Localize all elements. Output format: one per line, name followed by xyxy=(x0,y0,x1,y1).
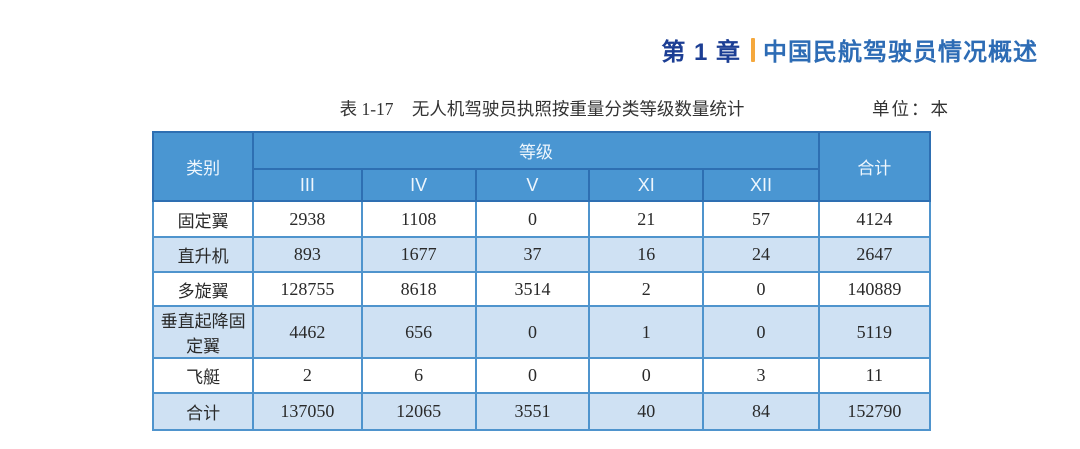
value-cell: 57 xyxy=(702,200,820,238)
row-label: 多旋翼 xyxy=(151,271,255,307)
value-cell: 4462 xyxy=(252,305,363,359)
value-cell: 4124 xyxy=(817,200,932,238)
header-cell-level-xi: XI xyxy=(588,168,705,202)
value-cell: 2 xyxy=(588,271,705,307)
value-cell: 3514 xyxy=(474,271,591,307)
header-cell-level-iii: III xyxy=(252,168,363,202)
value-cell: 128755 xyxy=(252,271,363,307)
chapter-heading: 第 1 章 中国民航驾驶员情况概述 xyxy=(661,32,1038,67)
value-cell: 3551 xyxy=(474,392,591,431)
value-cell: 37 xyxy=(474,236,591,273)
value-cell: 3 xyxy=(702,357,820,394)
value-cell: 0 xyxy=(702,305,820,359)
chapter-number: 第 1 章 xyxy=(661,39,741,66)
row-label: 固定翼 xyxy=(151,200,255,238)
value-cell: 893 xyxy=(252,236,363,273)
header-cell-level-group: 等级 xyxy=(252,131,820,170)
header-cell-level-v: V xyxy=(474,168,591,202)
value-cell: 0 xyxy=(474,305,591,359)
value-cell: 1 xyxy=(588,305,705,359)
row-label: 合计 xyxy=(151,392,255,431)
table-header: 类别 等级 合计 III IV V XI XII xyxy=(151,131,932,202)
header-cell-total: 合计 xyxy=(817,131,932,202)
table-row-fixed-wing: 固定翼 2938 1108 0 21 57 4124 xyxy=(151,200,932,238)
table-caption-label: 表 1-17 xyxy=(339,99,394,119)
header-cell-level-xii: XII xyxy=(702,168,820,202)
value-cell: 24 xyxy=(702,236,820,273)
value-cell: 8618 xyxy=(360,271,477,307)
value-cell: 2 xyxy=(252,357,363,394)
chapter-divider-bar xyxy=(751,37,755,62)
value-cell: 16 xyxy=(588,236,705,273)
value-cell: 1677 xyxy=(360,236,477,273)
value-cell: 2647 xyxy=(817,236,932,273)
table-caption: 表 1-17 无人机驾驶员执照按重量分类等级数量统计 单位：本 xyxy=(152,96,948,121)
table-row-multirotor: 多旋翼 128755 8618 3514 2 0 140889 xyxy=(151,271,932,307)
header-cell-level-iv: IV xyxy=(360,168,477,202)
value-cell: 0 xyxy=(474,357,591,394)
header-cell-category: 类别 xyxy=(151,131,255,202)
table-body: 固定翼 2938 1108 0 21 57 4124 直升机 893 1677 … xyxy=(151,200,932,431)
value-cell: 0 xyxy=(588,357,705,394)
value-cell: 84 xyxy=(702,392,820,431)
table-caption-unit: 单位：本 xyxy=(872,99,950,119)
value-cell: 21 xyxy=(588,200,705,238)
value-cell: 140889 xyxy=(817,271,932,307)
value-cell: 656 xyxy=(360,305,477,359)
value-cell: 12065 xyxy=(360,392,477,431)
table-row-helicopter: 直升机 893 1677 37 16 24 2647 xyxy=(151,236,932,273)
table-row-vtol-fixed-wing: 垂直起降固定翼 4462 656 0 1 0 5119 xyxy=(151,305,932,359)
value-cell: 5119 xyxy=(817,305,932,359)
chapter-title: 中国民航驾驶员情况概述 xyxy=(763,39,1038,66)
value-cell: 0 xyxy=(474,200,591,238)
row-label: 飞艇 xyxy=(151,357,255,394)
value-cell: 152790 xyxy=(817,392,932,431)
table-row-total: 合计 137050 12065 3551 40 84 152790 xyxy=(151,392,932,431)
table-caption-title: 无人机驾驶员执照按重量分类等级数量统计 xyxy=(411,99,745,119)
value-cell: 0 xyxy=(702,271,820,307)
value-cell: 11 xyxy=(817,357,932,394)
value-cell: 1108 xyxy=(360,200,477,238)
value-cell: 2938 xyxy=(252,200,363,238)
row-label: 垂直起降固定翼 xyxy=(151,305,255,359)
value-cell: 6 xyxy=(360,357,477,394)
value-cell: 137050 xyxy=(252,392,363,431)
row-label: 直升机 xyxy=(151,236,255,273)
uav-license-table: 类别 等级 合计 III IV V XI XII 固定翼 2938 1108 0… xyxy=(151,131,932,431)
value-cell: 40 xyxy=(588,392,705,431)
table-row-airship: 飞艇 2 6 0 0 3 11 xyxy=(151,357,932,394)
